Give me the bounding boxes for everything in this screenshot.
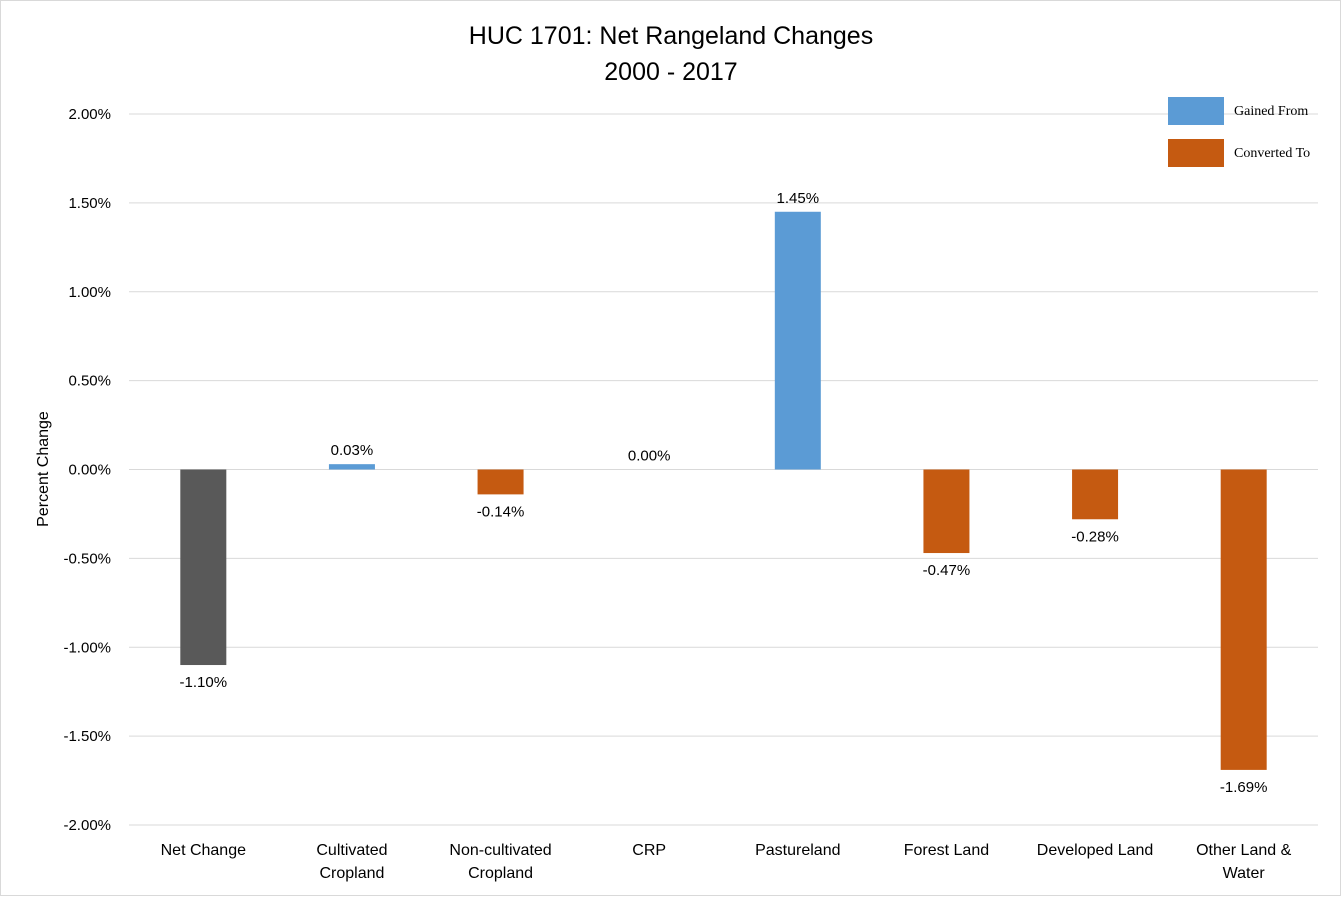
bar xyxy=(1072,469,1119,520)
data-label: 1.45% xyxy=(777,190,820,207)
x-category-label: Net Change xyxy=(161,842,246,859)
x-category-label: Cropland xyxy=(319,865,384,882)
x-category-label: Other Land & xyxy=(1196,842,1292,859)
x-category-label: Developed Land xyxy=(1037,842,1154,859)
data-label: -1.69% xyxy=(1220,779,1268,796)
x-category-label: CRP xyxy=(632,842,666,859)
gridlines xyxy=(129,113,1318,826)
chart-title-line-2: 2000 - 2017 xyxy=(604,58,737,86)
chart-title-line-1: HUC 1701: Net Rangeland Changes xyxy=(469,22,873,50)
data-label: -1.10% xyxy=(180,674,228,691)
data-label: -0.28% xyxy=(1071,528,1119,545)
y-tick-label: -1.50% xyxy=(63,728,111,745)
bars xyxy=(180,211,1267,770)
bar xyxy=(180,469,227,666)
x-category-label: Cropland xyxy=(468,865,533,882)
x-category-labels: Net Change Cultivated Cropland Non-cultivat… xyxy=(161,842,1292,882)
chart-title: HUC 1701: Net Rangeland Changes 2000 - 2… xyxy=(469,22,873,86)
data-label: -0.14% xyxy=(477,503,525,520)
data-label: -0.47% xyxy=(923,562,971,579)
x-category-label: Pastureland xyxy=(755,842,840,859)
x-category-label: Cultivated xyxy=(316,842,387,859)
y-tick-labels: 2.00% 1.50% 1.00% 0.50% 0.00% -0.50% -1.00% -1.… xyxy=(63,106,111,834)
y-tick-label: 0.50% xyxy=(68,373,111,390)
y-tick-label: -1.00% xyxy=(63,639,111,656)
y-axis-title: Percent Change xyxy=(35,411,52,527)
bar xyxy=(477,469,524,495)
legend-label: Gained From xyxy=(1234,104,1308,119)
bar xyxy=(1220,469,1267,770)
y-tick-label: 1.50% xyxy=(68,195,111,212)
y-tick-label: 2.00% xyxy=(68,106,111,123)
x-category-label: Forest Land xyxy=(904,842,989,859)
data-labels: -1.10% 0.03% -0.14% 0.00% 1.45% -0.47% -0.28% -… xyxy=(180,190,1268,796)
data-label: 0.00% xyxy=(628,448,671,465)
legend-swatch xyxy=(1168,97,1224,125)
y-tick-label: -0.50% xyxy=(63,550,111,567)
data-label: 0.03% xyxy=(331,442,374,459)
bar xyxy=(328,464,375,470)
bar xyxy=(923,469,970,554)
y-tick-label: 1.00% xyxy=(68,284,111,301)
bar xyxy=(774,211,821,470)
legend-swatch xyxy=(1168,139,1224,167)
legend-label: Converted To xyxy=(1234,146,1310,161)
x-category-label: Water xyxy=(1223,865,1266,882)
y-tick-label: -2.00% xyxy=(63,817,111,834)
x-category-label: Non-cultivated xyxy=(449,842,551,859)
y-tick-label: 0.00% xyxy=(68,462,111,479)
legend: Gained From Converted To xyxy=(1168,97,1310,167)
